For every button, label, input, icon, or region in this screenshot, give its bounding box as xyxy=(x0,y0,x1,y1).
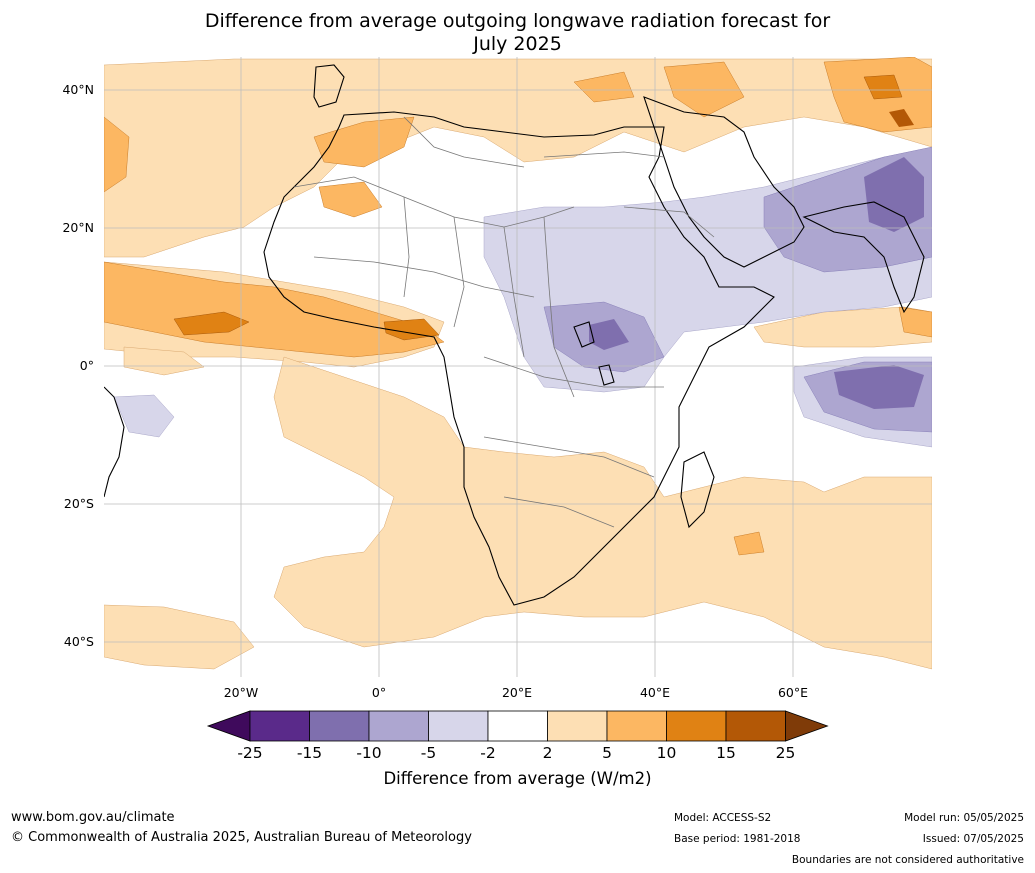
colorbar-extend-high xyxy=(785,710,829,742)
coastlines xyxy=(103,64,925,606)
graticule xyxy=(104,57,932,677)
colorbar-label: Difference from average (W/m2) xyxy=(383,769,652,788)
footer-base-period: Base period: 1981-2018 xyxy=(674,833,801,845)
map-canvas xyxy=(103,56,933,677)
lon-label-20e: 20°E xyxy=(501,685,533,700)
colorbar-extend-low xyxy=(206,710,251,742)
anomaly-5-10-regions xyxy=(103,56,933,556)
colorbar-bin xyxy=(368,710,429,742)
colorbar-tick-label: -25 xyxy=(237,744,263,762)
lat-label-20s: 20°S xyxy=(63,496,94,511)
colorbar-bin xyxy=(725,710,786,742)
colorbar-bin xyxy=(606,710,667,742)
colorbar-tick-label: 5 xyxy=(602,744,612,762)
anomaly-10-15-regions xyxy=(173,74,903,341)
title-line-2: July 2025 xyxy=(473,33,562,55)
colorbar-tick-label: 15 xyxy=(716,744,736,762)
colorbar-tick-label: 25 xyxy=(775,744,796,762)
footer-url: www.bom.gov.au/climate xyxy=(11,810,175,825)
lat-label-0: 0° xyxy=(79,358,94,373)
colorbar-tick-label: 10 xyxy=(656,744,677,762)
colorbar-tick-label: -15 xyxy=(296,744,323,762)
footer-copyright: © Commonwealth of Australia 2025, Austra… xyxy=(11,830,472,845)
colorbar-tick-label: -2 xyxy=(480,744,496,762)
colorbar-tick-label: 2 xyxy=(542,744,553,762)
title-line-1: Difference from average outgoing longwav… xyxy=(204,10,831,32)
map-title: Difference from average outgoing longwav… xyxy=(0,10,1035,56)
lon-label-20w: 20°W xyxy=(223,685,259,700)
lat-label-20n: 20°N xyxy=(62,220,94,235)
lat-label-40n: 40°N xyxy=(62,82,94,97)
colorbar-bin xyxy=(309,710,370,742)
country-borders xyxy=(293,116,715,528)
colorbar-bin xyxy=(428,710,489,742)
lat-label-40s: 40°S xyxy=(63,634,94,649)
anomaly-15-25-regions xyxy=(889,109,914,127)
lon-label-40e: 40°E xyxy=(639,685,671,700)
footer-model-run: Model run: 05/05/2025 xyxy=(904,812,1024,824)
colorbar-bin xyxy=(487,710,548,742)
colorbar-tick-label: -5 xyxy=(420,744,437,762)
colorbar-tick-label: -10 xyxy=(356,744,382,762)
colorbar-bin xyxy=(666,710,727,742)
colorbar-bin xyxy=(547,710,608,742)
anomaly-map xyxy=(103,56,933,677)
lon-label-0: 0° xyxy=(371,685,387,700)
footer-issued: Issued: 07/05/2025 xyxy=(922,833,1024,845)
colorbar xyxy=(206,710,829,742)
anomaly-neg10-neg15-regions xyxy=(589,157,924,409)
footer-model: Model: ACCESS-S2 xyxy=(674,812,772,824)
footer-disclaimer: Boundaries are not considered authoritat… xyxy=(791,854,1024,866)
lon-label-60e: 60°E xyxy=(777,685,809,700)
colorbar-bin xyxy=(249,710,310,742)
